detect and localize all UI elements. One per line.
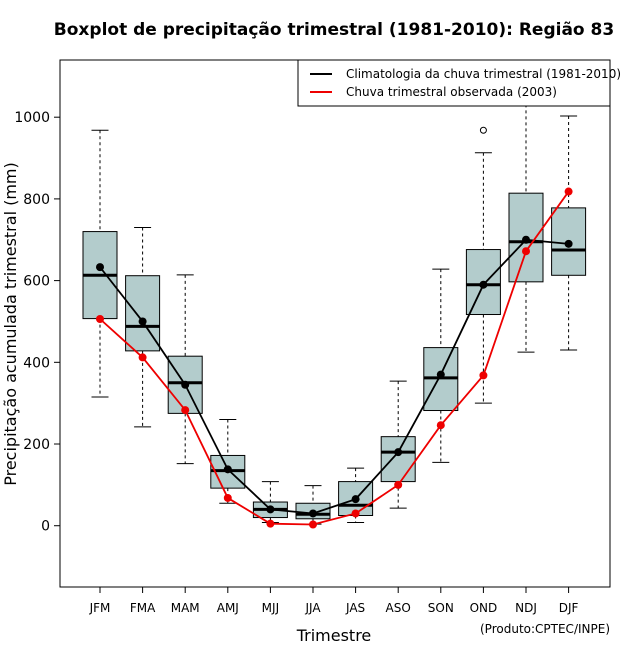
observed-point	[394, 480, 403, 489]
y-tick-label: 1000	[14, 110, 50, 126]
observed-point	[436, 421, 445, 430]
x-tick-label: SON	[428, 601, 454, 615]
box-jja	[295, 485, 331, 525]
outlier-point	[479, 126, 487, 134]
climatology-point	[436, 370, 445, 379]
climatology-point	[266, 505, 275, 514]
legend: Climatologia da chuva trimestral (1981-2…	[297, 59, 621, 107]
observed-point	[266, 519, 275, 528]
observed-point	[479, 371, 488, 380]
observed-point	[351, 509, 360, 518]
climatology-point	[96, 263, 104, 272]
x-tick-label: JAS	[345, 601, 365, 615]
climatology-point	[564, 239, 573, 248]
climatology-point	[479, 280, 488, 289]
box-iqr	[380, 436, 416, 483]
box-ndj	[508, 97, 544, 353]
observed-line	[99, 191, 570, 526]
box-fma	[125, 226, 161, 428]
observed-point	[96, 315, 104, 324]
boxes-layer	[82, 97, 587, 525]
climatology-point	[309, 509, 317, 518]
x-tick-label: MAM	[171, 601, 200, 615]
series-lines-layer	[96, 187, 573, 529]
observed-point	[181, 406, 190, 415]
observed-point	[309, 520, 317, 529]
climatology-point	[138, 317, 147, 326]
x-axis: JFM FMA MAM AMJ MJJ JJA JAS ASO SON OND NDJ DJF	[89, 587, 579, 615]
x-tick-label: DJF	[559, 601, 579, 615]
y-tick-label: 200	[23, 437, 50, 453]
box-son	[423, 268, 459, 463]
y-tick-label: 600	[23, 274, 50, 290]
x-tick-label: OND	[470, 601, 498, 615]
box-aso	[380, 380, 416, 509]
observed-point	[522, 247, 530, 256]
climatology-line	[99, 238, 569, 515]
climatology-point	[394, 448, 403, 457]
y-tick-label: 0	[41, 519, 50, 535]
x-tick-label: FMA	[130, 601, 156, 615]
x-tick-label: JFM	[89, 601, 111, 615]
y-axis: 0 200 400 600 800 1000	[14, 110, 60, 535]
box-djf	[551, 115, 587, 351]
chart-title: Boxplot de precipitação trimestral (1981…	[54, 20, 614, 40]
climatology-point	[522, 235, 530, 244]
climatology-point	[181, 380, 190, 389]
x-tick-label: NDJ	[515, 601, 537, 615]
box-ond	[465, 126, 501, 404]
x-tick-label: JJA	[304, 601, 321, 615]
observed-point	[564, 187, 573, 196]
box-jfm	[82, 129, 118, 398]
climatology-point	[351, 495, 360, 504]
credit-label: (Produto:CPTEC/INPE)	[480, 622, 610, 636]
x-axis-label: Trimestre	[296, 626, 372, 645]
x-tick-label: AMJ	[217, 601, 239, 615]
legend-label-climatology: Climatologia da chuva trimestral (1981-2…	[346, 67, 621, 81]
y-tick-label: 400	[23, 355, 50, 371]
x-tick-label: MJJ	[262, 601, 279, 615]
x-tick-label: ASO	[386, 601, 411, 615]
y-tick-label: 800	[23, 192, 50, 208]
legend-box	[297, 59, 611, 107]
box-amj	[210, 419, 246, 504]
legend-label-observed: Chuva trimestral observada (2003)	[346, 85, 557, 99]
climatology-point	[223, 465, 232, 474]
observed-point	[223, 493, 232, 502]
y-axis-label: Precipitação acumulada trimestral (mm)	[1, 162, 20, 486]
observed-point	[138, 353, 147, 362]
